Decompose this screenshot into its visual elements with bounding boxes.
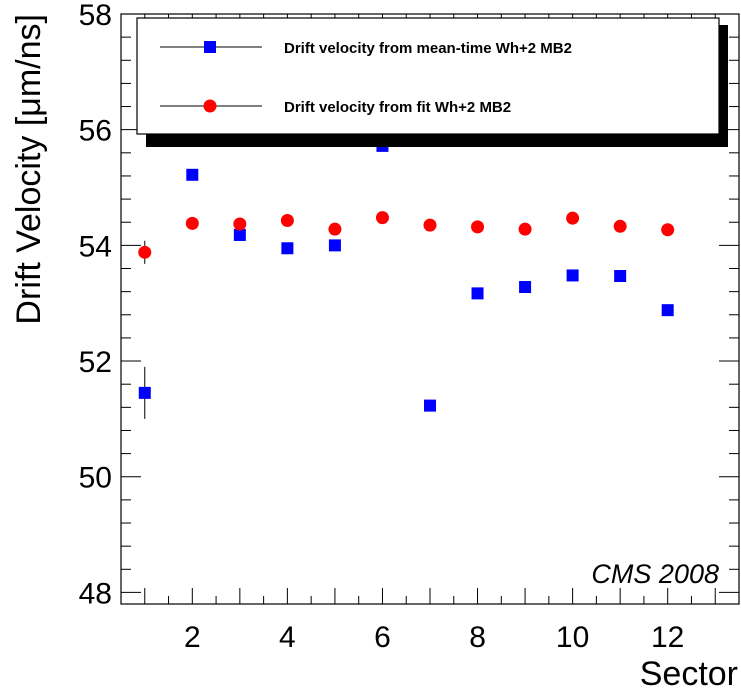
y-tick-label: 50 (79, 462, 112, 495)
data-point-mean-time (566, 269, 579, 282)
data-point-fit (471, 220, 485, 234)
tick-labels: 2 4 6 8 10 12 48 50 52 54 56 58 (79, 0, 685, 654)
y-tick-label: 56 (79, 115, 112, 148)
y-axis-title: Drift Velocity [μm/ns] (10, 14, 48, 325)
data-point-fit (233, 217, 247, 231)
data-point-mean-time (186, 168, 199, 181)
y-tick-label: 58 (79, 0, 112, 32)
data-point-mean-time (519, 281, 532, 294)
data-point-fit (185, 216, 199, 230)
data-point-mean-time (233, 228, 246, 241)
data-points (138, 139, 675, 419)
x-tick-label: 12 (651, 621, 684, 654)
y-tick-label: 48 (79, 577, 112, 610)
y-tick-label: 54 (79, 230, 112, 263)
legend-label-fit: Drift velocity from fit Wh+2 MB2 (284, 99, 511, 116)
data-point-mean-time (471, 287, 484, 300)
x-tick-label: 4 (279, 621, 296, 654)
x-tick-label: 6 (374, 621, 391, 654)
data-point-fit (138, 245, 152, 259)
data-point-fit (566, 211, 580, 225)
data-point-mean-time (614, 270, 627, 283)
data-point-fit (328, 222, 342, 236)
annotation-cms-2008: CMS 2008 (591, 559, 719, 589)
data-point-fit (518, 222, 532, 236)
data-point-fit (423, 218, 437, 232)
y-tick-label: 52 (79, 346, 112, 379)
x-tick-label: 8 (469, 621, 486, 654)
legend-marker-circle (203, 99, 217, 113)
legend-label-mean-time: Drift velocity from mean-time Wh+2 MB2 (284, 40, 572, 57)
data-point-fit (613, 219, 627, 233)
legend-box (136, 17, 720, 135)
x-tick-label: 2 (184, 621, 201, 654)
data-point-mean-time (328, 239, 341, 252)
data-point-fit (280, 214, 294, 227)
data-point-fit (661, 223, 675, 237)
legend-marker-square (204, 41, 216, 53)
data-point-mean-time (424, 399, 436, 412)
data-point-mean-time (138, 386, 151, 399)
legend: Drift velocity from mean-time Wh+2 MB2 D… (136, 17, 728, 147)
data-point-fit (375, 211, 389, 225)
data-point-mean-time (661, 304, 674, 317)
x-tick-label: 10 (556, 621, 589, 654)
x-axis-title: Sector (640, 655, 738, 693)
data-point-mean-time (281, 242, 294, 255)
